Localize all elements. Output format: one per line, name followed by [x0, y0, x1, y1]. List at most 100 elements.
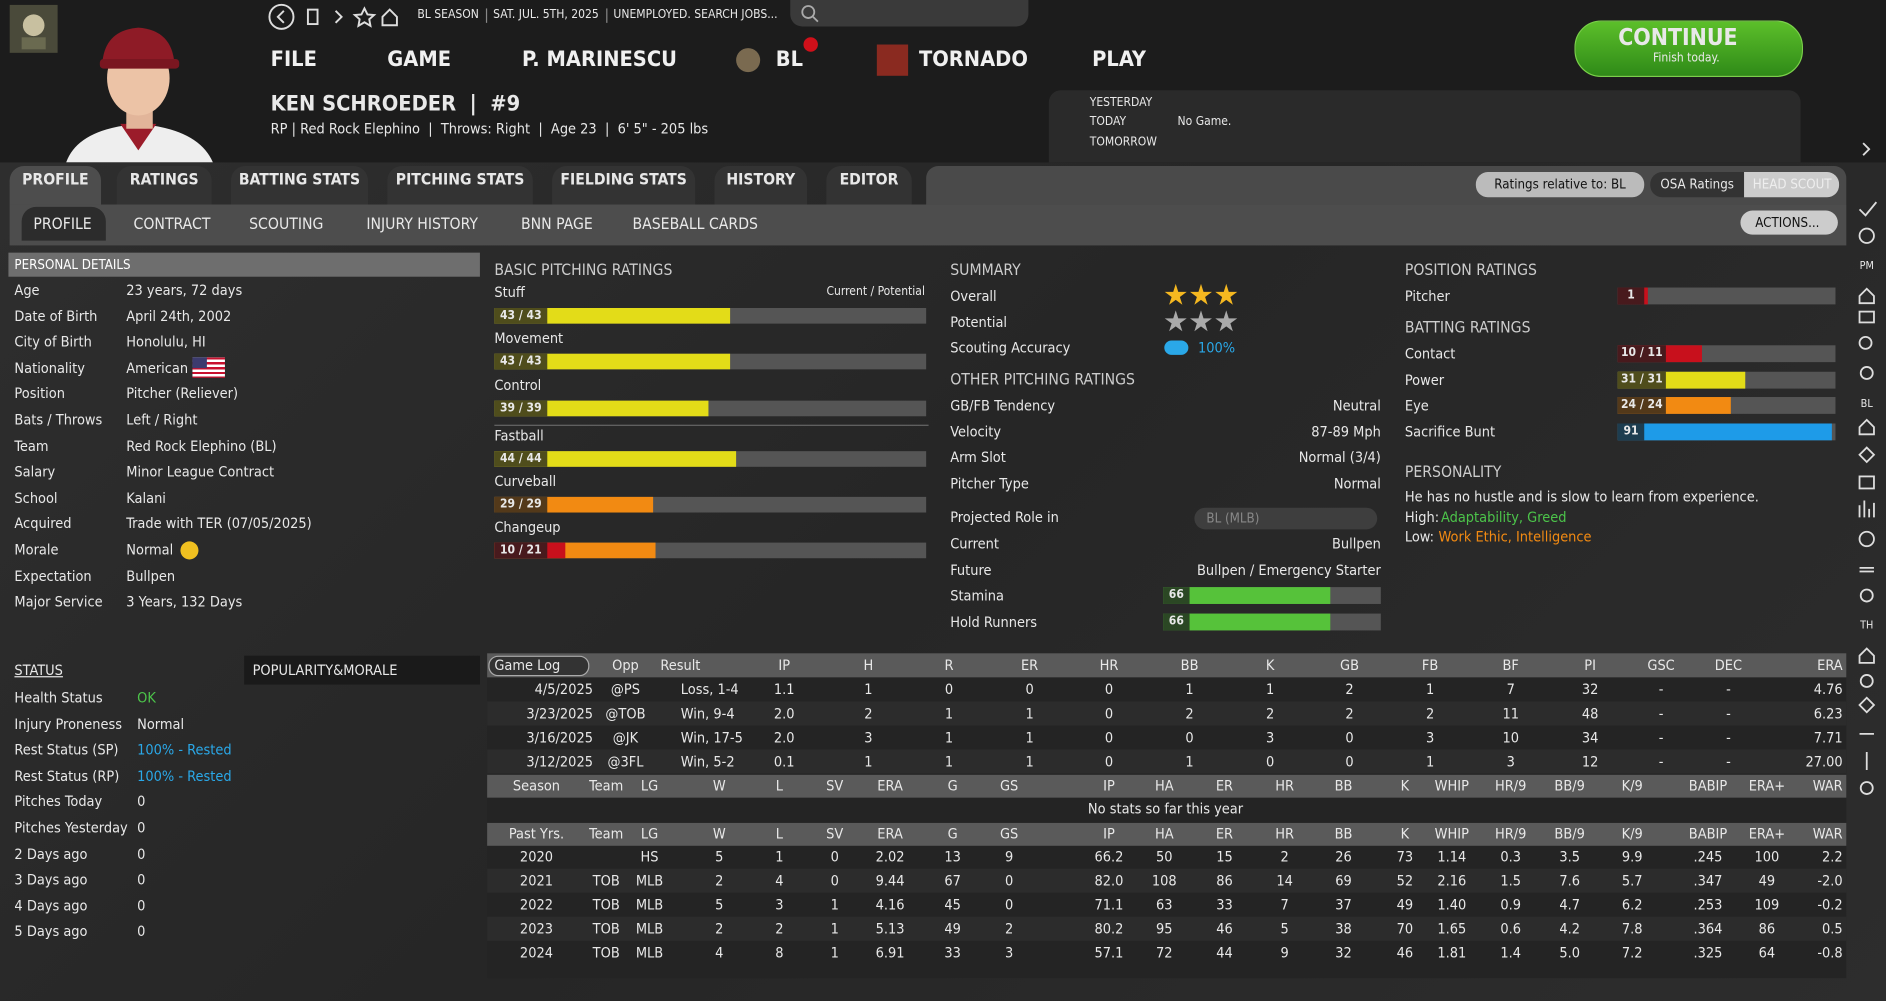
column-header: K	[1400, 825, 1410, 843]
menu-item[interactable]: P. MARINESCU	[522, 46, 677, 73]
sidebar-label: PM	[1859, 260, 1874, 273]
menu-item[interactable]: TORNADO	[918, 46, 1028, 73]
rating-name: Movement	[494, 329, 564, 347]
cell: 1.1	[773, 680, 795, 698]
osa-label[interactable]: OSA Ratings	[1660, 176, 1734, 192]
rating-value: 29 / 29	[500, 498, 542, 512]
cell: 80.2	[1094, 920, 1124, 938]
menu-item[interactable]: FILE	[270, 46, 317, 73]
projected-league[interactable]: BL (MLB)	[1206, 510, 1260, 527]
sub-tab-label[interactable]: BASEBALL CARDS	[632, 215, 758, 235]
search-box[interactable]	[790, 0, 1029, 27]
cell: 3	[1266, 729, 1275, 746]
user-avatar[interactable]	[9, 4, 58, 53]
cell: 1	[944, 705, 954, 722]
actions-button[interactable]	[1740, 210, 1838, 235]
bar-value: 66	[1168, 588, 1184, 602]
sidebar-icons[interactable]	[1852, 132, 1886, 806]
bar-label-bg	[1617, 397, 1666, 415]
main-tab-label[interactable]: RATINGS	[129, 171, 199, 190]
main-tab-label[interactable]: FIELDING STATS	[560, 171, 687, 190]
league-logo	[736, 48, 761, 73]
column-header: HR/9	[1494, 825, 1527, 843]
continue-button[interactable]	[1574, 20, 1803, 77]
scout-button[interactable]	[1744, 172, 1840, 198]
projected-label: Projected Role in	[950, 508, 1059, 526]
column-header: LG	[640, 825, 659, 843]
main-tab[interactable]	[552, 166, 696, 205]
game-log-select-label[interactable]: Game Log	[494, 656, 561, 674]
cell: 4.16	[875, 896, 905, 914]
main-tab[interactable]	[714, 166, 808, 205]
popularity-label[interactable]: POPULARITY&MORALE	[252, 661, 398, 679]
main-tab[interactable]	[826, 166, 912, 205]
section-title: STATUS	[14, 661, 63, 679]
cell: 50	[1156, 848, 1173, 866]
cell: 3/12/2025	[526, 753, 593, 770]
cell: 2.0	[773, 729, 795, 746]
detail-label: Team	[14, 437, 49, 455]
sub-tab-label[interactable]: SCOUTING	[249, 215, 324, 235]
main-tab-label[interactable]: PITCHING STATS	[395, 171, 525, 190]
table-header	[487, 653, 1847, 678]
main-tab-label[interactable]: EDITOR	[839, 171, 899, 190]
column-header: GB	[1340, 656, 1360, 674]
menu-item[interactable]: PLAY	[1092, 46, 1146, 73]
cell: 10	[1502, 729, 1519, 746]
sub-tab-label[interactable]: CONTRACT	[133, 215, 211, 235]
detail-value: Normal	[126, 541, 174, 559]
main-tab[interactable]	[116, 166, 212, 205]
column-header: BB/9	[1554, 825, 1585, 843]
rating-name: Control	[494, 376, 542, 394]
column-header: BB	[1334, 777, 1353, 795]
main-tab-label[interactable]: PROFILE	[22, 171, 89, 190]
nav-icons[interactable]	[267, 2, 411, 31]
detail-label: Expectation	[14, 567, 92, 585]
scout-label[interactable]: HEAD SCOUT	[1752, 176, 1832, 192]
cell: 0.3	[1500, 848, 1522, 866]
menu-item[interactable]: GAME	[387, 46, 452, 73]
column-header: BABIP	[1688, 825, 1728, 843]
bar-value: 10 / 11	[1621, 346, 1663, 360]
main-tab-label[interactable]: HISTORY	[726, 171, 796, 190]
main-tab[interactable]	[387, 166, 533, 205]
cell: 0.1	[773, 753, 795, 770]
cell: 7.2	[1621, 944, 1643, 962]
ratings-legend: Current / Potential	[826, 285, 925, 299]
league-dropdown[interactable]	[1194, 507, 1378, 530]
cell: 2022	[519, 896, 553, 914]
sub-tab-label[interactable]: BNN PAGE	[521, 215, 593, 235]
menu-item[interactable]: BL	[775, 46, 804, 73]
column-header: Opp	[612, 656, 639, 674]
sub-tab-label[interactable]: INJURY HISTORY	[366, 215, 479, 235]
column-header: ERA	[1817, 656, 1843, 674]
relative-dropdown[interactable]	[1475, 172, 1645, 198]
cell: 63	[1156, 896, 1173, 914]
summary-label: Potential	[950, 314, 1008, 331]
actions-label[interactable]: ACTIONS...	[1755, 214, 1820, 231]
player-name: KEN SCHROEDER | #9	[270, 91, 521, 117]
game-log-select[interactable]	[488, 655, 590, 677]
main-tab[interactable]	[9, 166, 102, 205]
status-label: Health Status	[14, 689, 103, 707]
cell: 45	[944, 896, 961, 914]
column-header: L	[775, 777, 784, 795]
batting-label: Contact	[1404, 345, 1456, 363]
personal-header	[8, 252, 480, 277]
popularity-tab[interactable]	[244, 655, 480, 685]
main-tab-label[interactable]: BATTING STATS	[238, 171, 361, 190]
cell: 3/23/2025	[526, 705, 593, 722]
cell: 9.9	[1621, 848, 1643, 866]
sub-tab-label[interactable]: PROFILE	[33, 215, 92, 235]
column-header: HA	[1154, 777, 1174, 795]
sub-tab-active[interactable]	[21, 206, 106, 241]
cell: @TOB	[605, 705, 646, 722]
sidebar-label: TH	[1860, 620, 1874, 633]
main-tab[interactable]	[230, 166, 369, 205]
schedule-tomorrow: TOMORROW	[1089, 135, 1157, 150]
subtab-bar	[9, 204, 1847, 246]
relative-label[interactable]: Ratings relative to: BL	[1494, 176, 1626, 192]
cell: 3.5	[1559, 848, 1580, 866]
osa-button[interactable]	[1650, 172, 1745, 198]
detail-value: Minor League Contract	[126, 463, 275, 481]
